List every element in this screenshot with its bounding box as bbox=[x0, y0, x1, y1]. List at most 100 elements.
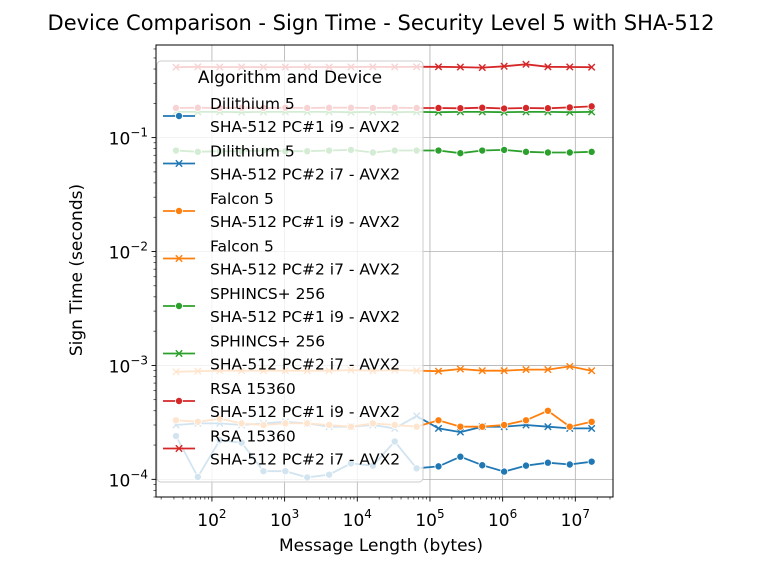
data-point bbox=[522, 416, 531, 425]
marker-stroke bbox=[587, 63, 596, 71]
legend-swatch-marker bbox=[174, 301, 183, 310]
data-point bbox=[565, 103, 574, 112]
legend-label-line2: SHA-512 PC#2 i7 - AVX2 bbox=[210, 451, 400, 469]
marker-stroke bbox=[456, 63, 465, 71]
data-point bbox=[565, 148, 574, 157]
data-point bbox=[500, 421, 509, 430]
marker-stroke bbox=[544, 63, 552, 71]
data-point bbox=[587, 457, 596, 466]
data-point bbox=[500, 467, 509, 476]
data-point bbox=[434, 367, 443, 375]
legend-swatch-marker bbox=[175, 159, 183, 168]
legend-label-line1: RSA 15360 bbox=[210, 428, 296, 446]
plot-frame bbox=[155, 44, 614, 498]
legend-label-line2: SHA-512 PC#1 i9 - AVX2 bbox=[210, 308, 400, 326]
marker-stroke bbox=[587, 108, 596, 116]
legend: Algorithm and Device Dilithium 5 SHA-512 P… bbox=[156, 60, 424, 483]
marker-stroke bbox=[175, 349, 183, 358]
legend-entry: Dilithium 5 SHA-512 PC#1 i9 - AVX2 bbox=[163, 95, 400, 136]
marker-stroke bbox=[522, 365, 530, 374]
data-point bbox=[456, 104, 465, 113]
legend-swatch-marker bbox=[174, 206, 183, 215]
marker-stroke bbox=[478, 366, 486, 375]
data-point bbox=[587, 366, 596, 375]
marker-stroke bbox=[434, 424, 443, 433]
data-point bbox=[543, 148, 552, 157]
data-point bbox=[478, 103, 487, 112]
legend-entry: RSA 15360 SHA-512 PC#1 i9 - AVX2 bbox=[163, 380, 400, 421]
legend-label-line2: SHA-512 PC#2 i7 - AVX2 bbox=[210, 356, 400, 374]
data-point bbox=[565, 422, 574, 431]
marker-stroke bbox=[544, 365, 552, 374]
data-point bbox=[587, 417, 596, 426]
y-axis-label: Sign Time (seconds) bbox=[67, 184, 87, 356]
legend-label-line1: RSA 15360 bbox=[210, 380, 296, 398]
legend-label-line1: SPHINCS+ 256 bbox=[210, 333, 325, 351]
data-point bbox=[500, 145, 509, 154]
data-point bbox=[522, 365, 530, 374]
data-point bbox=[478, 366, 486, 375]
legend-label-line1: Dilithium 5 bbox=[210, 143, 295, 161]
data-point bbox=[566, 63, 574, 71]
marker-stroke bbox=[500, 366, 508, 375]
data-point bbox=[522, 103, 531, 112]
data-point bbox=[587, 108, 596, 116]
marker-stroke bbox=[587, 424, 596, 433]
marker-stroke bbox=[587, 366, 596, 375]
marker-stroke bbox=[175, 254, 183, 263]
legend-title: Algorithm and Device bbox=[198, 68, 382, 88]
marker-stroke bbox=[175, 159, 183, 168]
data-point bbox=[478, 146, 487, 155]
data-point bbox=[434, 416, 443, 425]
data-point bbox=[478, 461, 487, 470]
data-point bbox=[434, 146, 443, 155]
legend-swatch-marker bbox=[174, 112, 183, 121]
data-point bbox=[434, 63, 443, 71]
legend-swatch-marker bbox=[175, 444, 183, 453]
marker-stroke bbox=[478, 63, 486, 72]
marker-stroke bbox=[566, 362, 574, 371]
legend-label-line2: SHA-512 PC#1 i9 - AVX2 bbox=[210, 403, 400, 421]
data-point bbox=[522, 147, 531, 156]
data-point bbox=[434, 424, 443, 433]
legend-label-line2: SHA-512 PC#2 i7 - AVX2 bbox=[210, 261, 400, 279]
legend-entry: SPHINCS+ 256 SHA-512 PC#1 i9 - AVX2 bbox=[163, 285, 400, 326]
legend-label-line2: SHA-512 PC#1 i9 - AVX2 bbox=[210, 118, 400, 136]
data-point bbox=[434, 103, 443, 112]
legend-swatch-marker bbox=[174, 396, 183, 405]
data-point bbox=[456, 149, 465, 158]
legend-entry: Dilithium 5 SHA-512 PC#2 i7 - AVX2 bbox=[163, 143, 400, 184]
data-point bbox=[522, 461, 531, 470]
data-point bbox=[587, 63, 596, 71]
data-point bbox=[434, 462, 443, 471]
legend-label-line1: SPHINCS+ 256 bbox=[210, 285, 325, 303]
data-point bbox=[543, 406, 552, 415]
data-point bbox=[500, 366, 508, 375]
data-point bbox=[456, 452, 465, 461]
data-point bbox=[565, 460, 574, 469]
marker-stroke bbox=[434, 63, 443, 71]
data-point bbox=[543, 458, 552, 467]
legend-entry: SPHINCS+ 256 SHA-512 PC#2 i7 - AVX2 bbox=[163, 333, 400, 374]
data-point bbox=[478, 63, 486, 72]
data-point bbox=[500, 104, 509, 113]
data-point bbox=[544, 63, 552, 71]
data-point bbox=[566, 362, 574, 371]
legend-entry: RSA 15360 SHA-512 PC#2 i7 - AVX2 bbox=[163, 428, 400, 469]
marker-stroke bbox=[522, 60, 530, 68]
legend-label-line1: Falcon 5 bbox=[210, 238, 274, 256]
marker-stroke bbox=[500, 62, 508, 70]
data-point bbox=[456, 63, 465, 71]
data-point bbox=[543, 104, 552, 113]
marker-stroke bbox=[544, 422, 552, 431]
data-point bbox=[544, 365, 552, 374]
data-point bbox=[522, 60, 530, 68]
marker-stroke bbox=[175, 444, 183, 453]
x-axis-label: Message Length (bytes) bbox=[279, 536, 483, 556]
marker-stroke bbox=[456, 365, 465, 373]
legend-swatch-marker bbox=[175, 254, 183, 263]
marker-stroke bbox=[434, 367, 443, 375]
legend-label-line1: Falcon 5 bbox=[210, 190, 274, 208]
legend-swatch-marker bbox=[175, 349, 183, 358]
